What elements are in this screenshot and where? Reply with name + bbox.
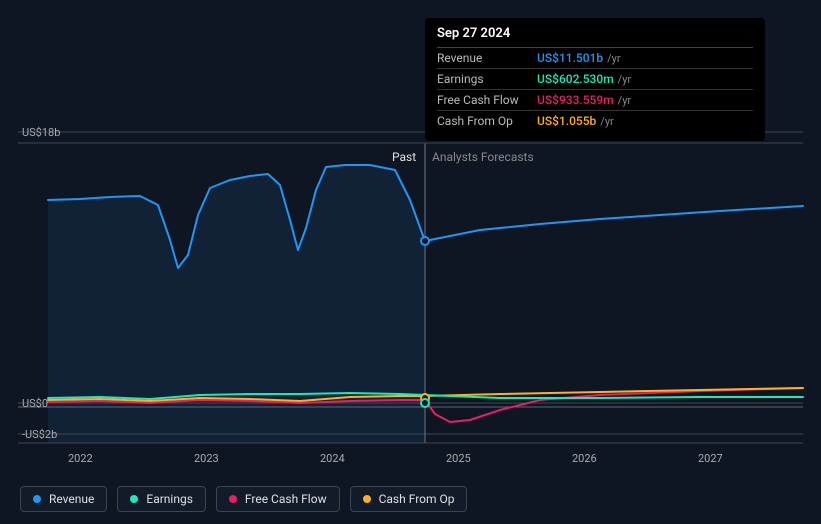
chart-tooltip: Sep 27 2024 RevenueUS$11.501b/yrEarnings… [425, 18, 765, 141]
financial-chart: US$18bUS$0-US$2b PastAnalysts Forecasts … [0, 0, 821, 524]
tooltip-metric-value: US$1.055b [537, 114, 596, 128]
tooltip-metric-label: Free Cash Flow [437, 93, 537, 107]
tooltip-date: Sep 27 2024 [437, 26, 753, 48]
past-label: Past [392, 150, 416, 164]
tooltip-metric-value: US$11.501b [537, 51, 603, 65]
legend-item-fcf[interactable]: Free Cash Flow [216, 486, 340, 512]
x-axis-label: 2025 [446, 452, 471, 465]
x-axis-label: 2022 [68, 452, 93, 465]
x-axis-label: 2026 [572, 452, 597, 465]
tooltip-metric-label: Revenue [437, 51, 537, 65]
tooltip-metric-label: Cash From Op [437, 114, 537, 128]
tooltip-metric-label: Earnings [437, 72, 537, 86]
tooltip-row: Cash From OpUS$1.055b/yr [437, 111, 753, 131]
x-axis-label: 2027 [698, 452, 723, 465]
y-axis-label: US$18b [22, 126, 60, 139]
x-axis-label: 2023 [194, 452, 219, 465]
tooltip-metric-suffix: /yr [618, 94, 631, 107]
tooltip-metric-suffix: /yr [600, 115, 613, 128]
tooltip-row: RevenueUS$11.501b/yr [437, 48, 753, 69]
tooltip-metric-suffix: /yr [607, 52, 620, 65]
y-axis-label: US$0 [22, 397, 48, 410]
forecast-label: Analysts Forecasts [432, 150, 534, 164]
legend-dot [229, 495, 237, 503]
legend-dot [33, 495, 41, 503]
legend-dot [363, 495, 371, 503]
chart-legend: Revenue Earnings Free Cash Flow Cash From O… [20, 486, 467, 512]
legend-label: Revenue [49, 492, 94, 506]
legend-item-earnings[interactable]: Earnings [117, 486, 206, 512]
legend-label: Cash From Op [379, 492, 455, 506]
legend-label: Free Cash Flow [245, 492, 327, 506]
tooltip-row: Free Cash FlowUS$933.559m/yr [437, 90, 753, 111]
tooltip-row: EarningsUS$602.530m/yr [437, 69, 753, 90]
legend-item-revenue[interactable]: Revenue [20, 486, 107, 512]
tooltip-metric-value: US$933.559m [537, 93, 614, 107]
tooltip-metric-value: US$602.530m [537, 72, 614, 86]
legend-dot [130, 495, 138, 503]
legend-label: Earnings [146, 492, 193, 506]
y-axis-label: -US$2b [22, 428, 57, 441]
legend-item-cfo[interactable]: Cash From Op [350, 486, 468, 512]
x-axis-label: 2024 [320, 452, 345, 465]
tooltip-metric-suffix: /yr [618, 73, 631, 86]
